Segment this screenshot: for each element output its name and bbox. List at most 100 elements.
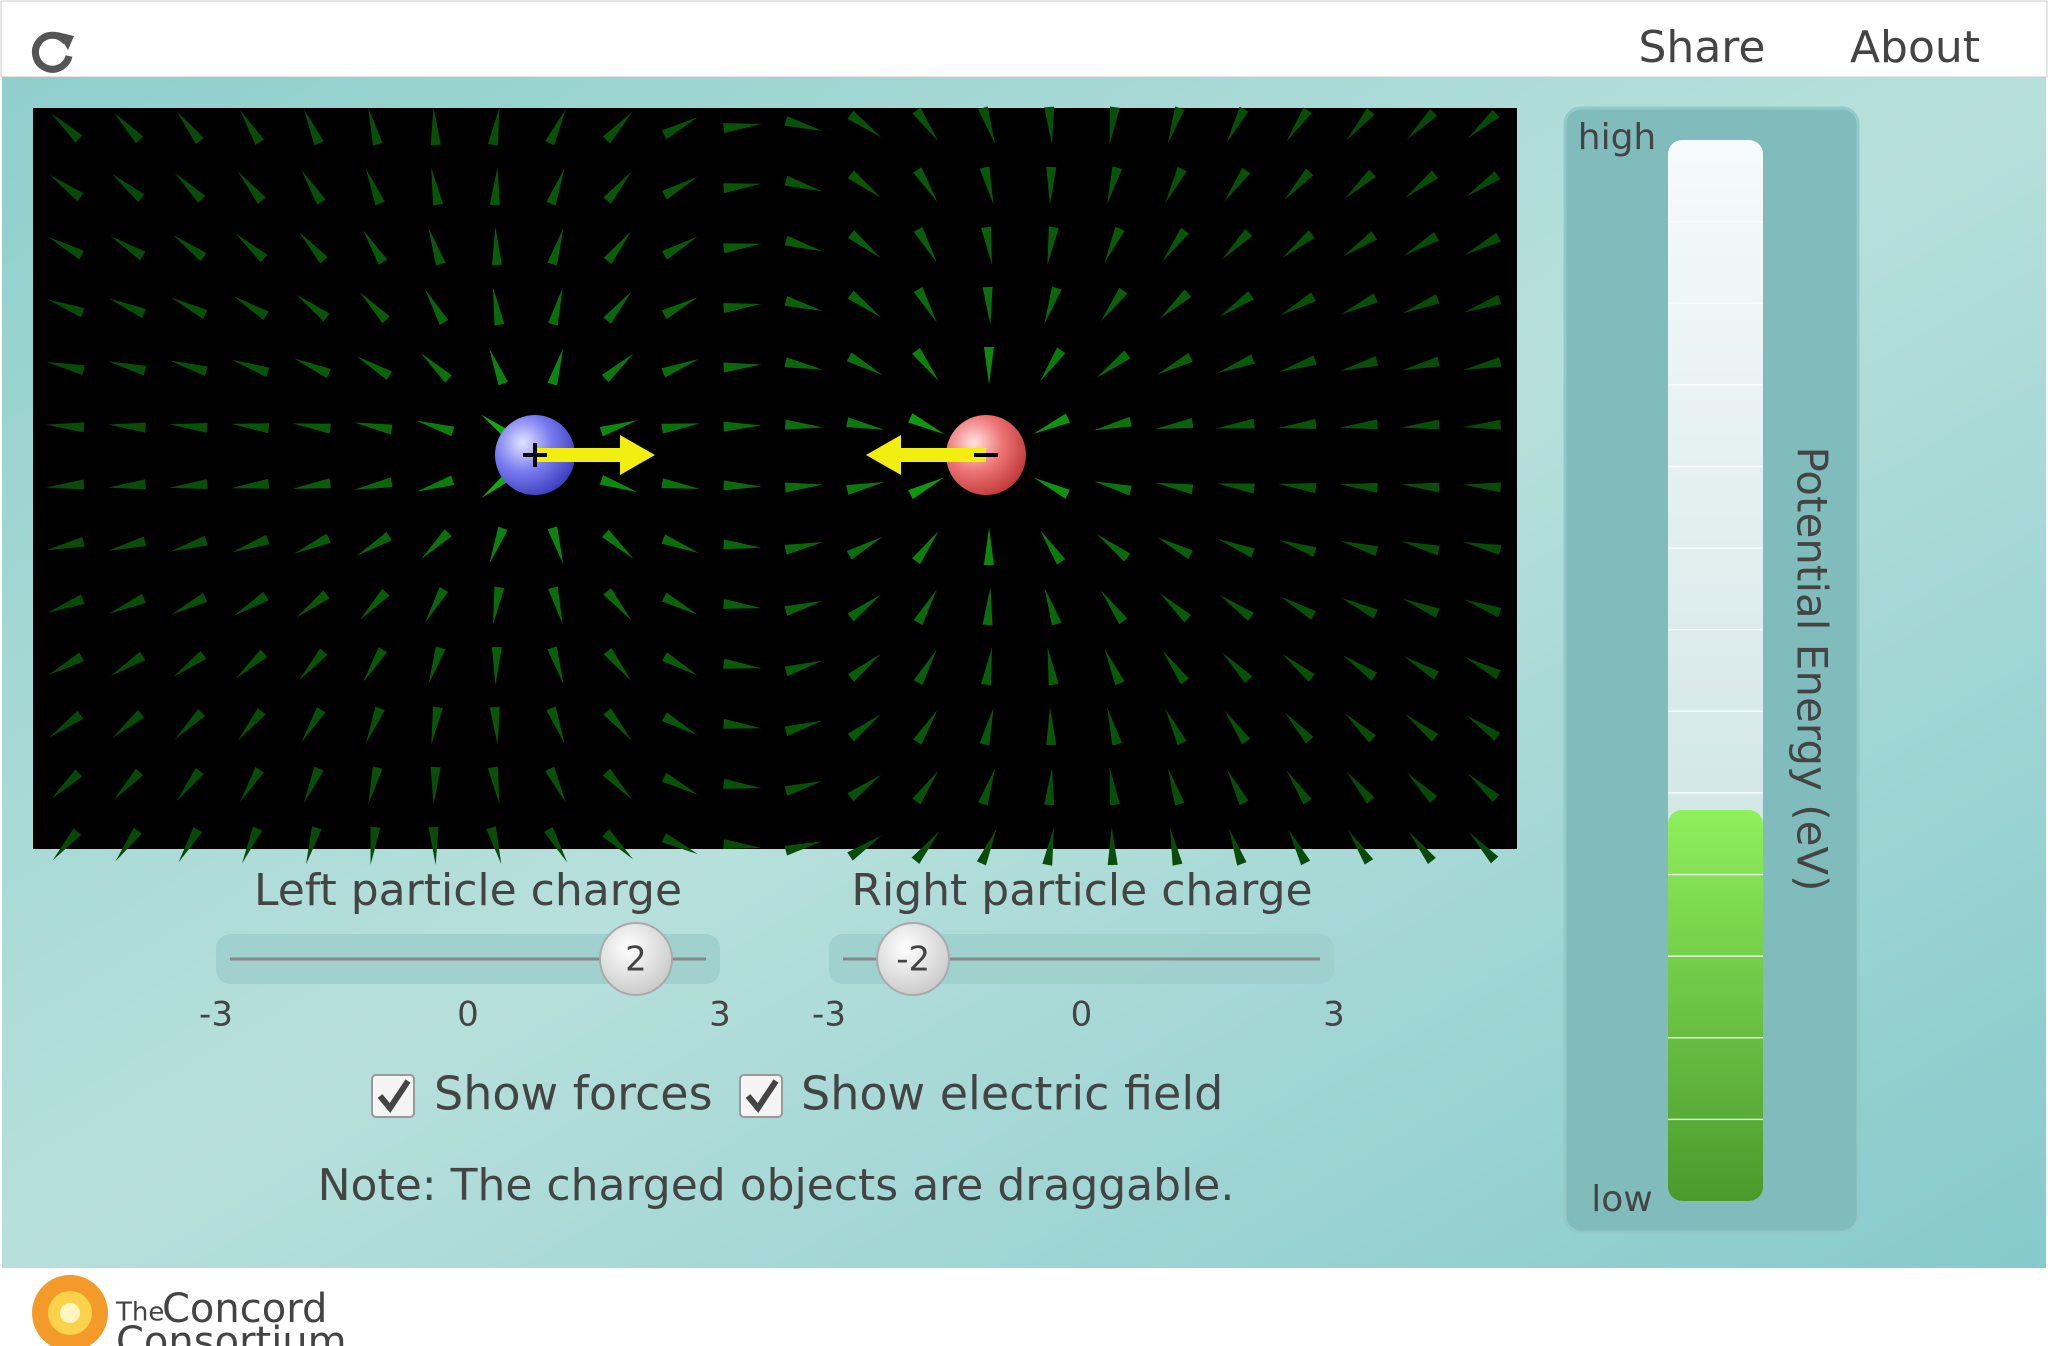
field-vector: [1046, 166, 1057, 205]
field-vector: [1044, 286, 1062, 324]
field-vector: [1219, 291, 1254, 317]
logo: [32, 1275, 108, 1346]
field-vector: [237, 171, 266, 204]
field-vector: [1341, 293, 1378, 315]
force-arrow: [535, 435, 655, 475]
checkbox-label[interactable]: Show forces: [434, 1067, 713, 1121]
checkbox-label[interactable]: Show electric field: [801, 1067, 1223, 1121]
field-vector: [354, 477, 393, 490]
logo-small: The: [115, 1298, 164, 1328]
field-vector: [1167, 106, 1185, 145]
field-vector: [169, 422, 208, 433]
field-vector: [723, 421, 762, 432]
field-vector: [107, 422, 146, 433]
field-vector: [603, 588, 632, 621]
field-vector: [1040, 530, 1066, 565]
field-vector: [1224, 167, 1251, 202]
field-vector: [1097, 534, 1131, 562]
field-vector: [363, 647, 388, 683]
field-vector: [176, 767, 204, 802]
field-vector: [109, 298, 147, 319]
field-vector: [913, 287, 937, 323]
share-link[interactable]: Share: [1639, 22, 1766, 73]
slider-label: Right particle charge: [851, 865, 1312, 916]
field-vector: [846, 352, 883, 376]
field-vector: [233, 591, 269, 616]
slider-tick-label: -3: [199, 995, 233, 1035]
field-vector: [169, 360, 208, 377]
slider-thumb[interactable]: [599, 922, 673, 996]
field-vector: [1280, 596, 1317, 620]
meter-level: [1668, 810, 1763, 1201]
field-vector: [171, 592, 208, 615]
field-vector: [1044, 106, 1055, 145]
field-vector: [235, 233, 268, 263]
field-vector: [847, 774, 882, 802]
field-vector: [1216, 483, 1255, 494]
field-vector: [1044, 588, 1062, 626]
field-vector: [425, 587, 449, 623]
field-canvas: [33, 108, 1517, 849]
field-vector: [1341, 597, 1378, 619]
field-vector: [603, 231, 632, 264]
field-vector: [545, 766, 566, 804]
field-vector: [365, 706, 385, 744]
field-vector: [1217, 354, 1255, 374]
field-vector: [174, 172, 206, 203]
field-vector: [784, 720, 823, 737]
field-vector: [908, 413, 945, 435]
field-vector: [491, 646, 502, 685]
field-vector: [1278, 483, 1317, 494]
field-vector: [547, 646, 564, 685]
slider-tick-label: 0: [457, 995, 479, 1035]
field-vector: [599, 420, 638, 437]
field-vector: [547, 526, 564, 565]
field-vector: [425, 289, 449, 325]
field-vector: [661, 423, 700, 434]
field-vector: [1044, 767, 1055, 806]
field-vector: [981, 647, 992, 686]
field-vector: [1405, 714, 1439, 742]
field-vector: [431, 706, 443, 745]
about-link[interactable]: About: [1850, 22, 1980, 73]
field-vector: [1340, 540, 1379, 556]
field-vector: [298, 648, 328, 681]
field-vector: [1109, 106, 1120, 145]
field-vector: [108, 361, 147, 376]
field-vector: [1462, 419, 1502, 430]
field-vector: [548, 287, 563, 326]
field-vector: [1278, 419, 1317, 429]
field-vector: [110, 235, 146, 261]
field-vector: [370, 826, 381, 865]
field-vector: [911, 831, 940, 864]
field-vector: [661, 176, 698, 200]
field-vector: [1228, 828, 1247, 866]
field-vector: [49, 710, 84, 738]
field-vector: [1288, 829, 1311, 866]
field-vector: [847, 170, 881, 198]
field-vector: [292, 423, 331, 434]
field-vector: [239, 767, 264, 803]
field-vector: [847, 654, 881, 682]
reload-button[interactable]: [31, 31, 74, 73]
particles: [495, 415, 1026, 495]
field-vector: [420, 352, 452, 383]
field-vector: [1344, 169, 1376, 199]
field-vector: [912, 530, 939, 565]
field-vector: [294, 358, 331, 379]
field-vector: [723, 123, 762, 134]
field-vector: [1463, 541, 1502, 555]
field-vector: [46, 422, 85, 433]
field-vector: [784, 296, 823, 312]
field-vector: [976, 828, 997, 866]
field-vector: [1346, 108, 1375, 141]
field-vector: [661, 117, 698, 140]
slider-thumb[interactable]: [876, 922, 951, 996]
field-vector: [1155, 417, 1194, 430]
field-vector: [486, 826, 502, 865]
field-vector: [1109, 767, 1120, 806]
field-vector: [1219, 595, 1254, 621]
field-vector: [784, 780, 823, 796]
field-vector: [48, 236, 85, 260]
